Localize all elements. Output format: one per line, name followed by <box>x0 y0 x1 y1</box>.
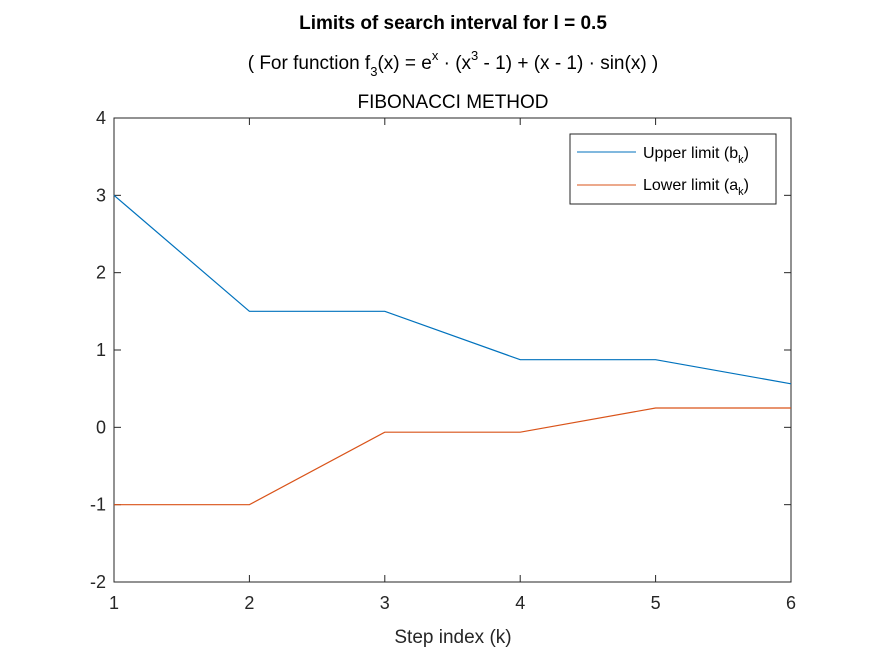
legend: Upper limit (bk) Lower limit (ak) <box>569 133 777 205</box>
y-tick-label: 0 <box>96 417 106 437</box>
x-tick-label: 6 <box>786 593 796 613</box>
x-tick-label: 5 <box>651 593 661 613</box>
x-axis-label: Step index (k) <box>394 627 511 648</box>
x-tick-label: 3 <box>380 593 390 613</box>
x-tick-label: 1 <box>109 593 119 613</box>
y-axis: -2 -1 0 1 2 3 4 <box>90 108 791 592</box>
y-tick-label: -2 <box>90 572 106 592</box>
legend-label-upper: Upper limit (bk) <box>643 145 749 166</box>
y-tick-label: 3 <box>96 185 106 205</box>
x-tick-label: 2 <box>244 593 254 613</box>
chart-method-title: FIBONACCI METHOD <box>357 92 548 113</box>
chart-subtitle: ( For function f3(x) = ex · (x3 - 1) + (… <box>248 48 659 79</box>
series-line-lower-limit <box>114 407 791 506</box>
x-axis: 1 2 3 4 5 6 <box>109 118 796 613</box>
series-lines <box>113 194 792 506</box>
legend-box <box>569 133 777 205</box>
x-tick-label: 4 <box>515 593 525 613</box>
y-tick-label: 2 <box>96 263 106 283</box>
y-tick-label: 4 <box>96 108 106 128</box>
legend-label-lower: Lower limit (ak) <box>643 177 749 198</box>
y-tick-label: -1 <box>90 495 106 515</box>
series-line-upper-limit <box>113 194 792 385</box>
chart-title: Limits of search interval for l = 0.5 <box>299 13 607 34</box>
y-tick-label: 1 <box>96 340 106 360</box>
